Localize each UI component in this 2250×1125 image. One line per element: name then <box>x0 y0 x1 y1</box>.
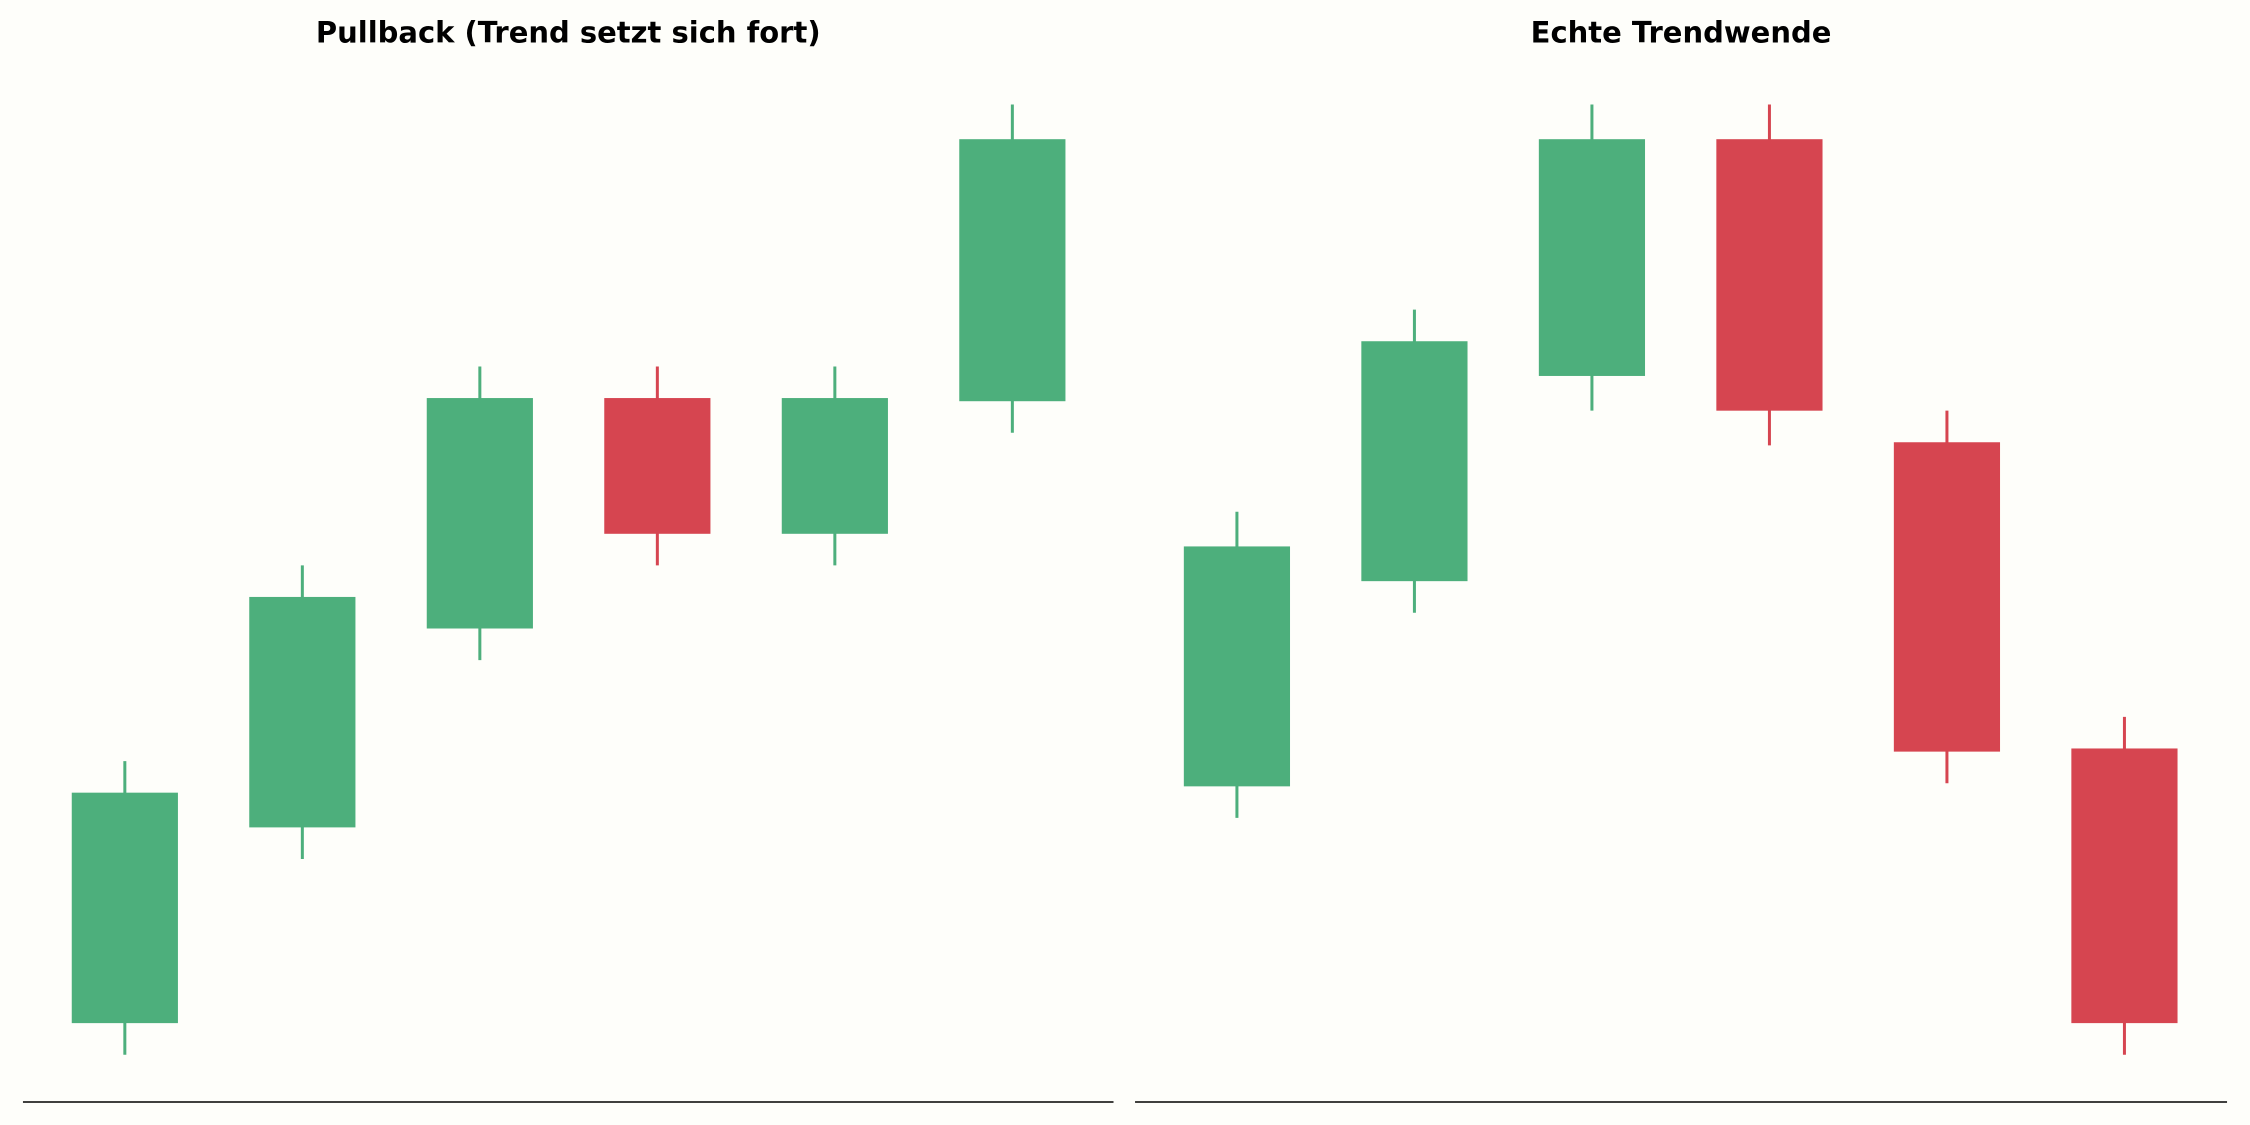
chart-title: Pullback (Trend setzt sich fort) <box>316 15 821 49</box>
candle-body <box>1538 139 1646 376</box>
candle-body <box>959 139 1066 402</box>
candle-body <box>781 398 888 534</box>
candle-body <box>1716 139 1823 411</box>
candle-body <box>604 398 711 534</box>
candle-body <box>249 596 356 828</box>
chart-title: Echte Trendwende <box>1531 15 1832 49</box>
candle-body <box>2071 748 2178 1024</box>
candle-body <box>1361 341 1468 582</box>
candle-body <box>71 792 178 1024</box>
candle-body <box>426 398 533 629</box>
candle-body <box>1893 442 2001 752</box>
candle-body <box>1183 546 1291 787</box>
